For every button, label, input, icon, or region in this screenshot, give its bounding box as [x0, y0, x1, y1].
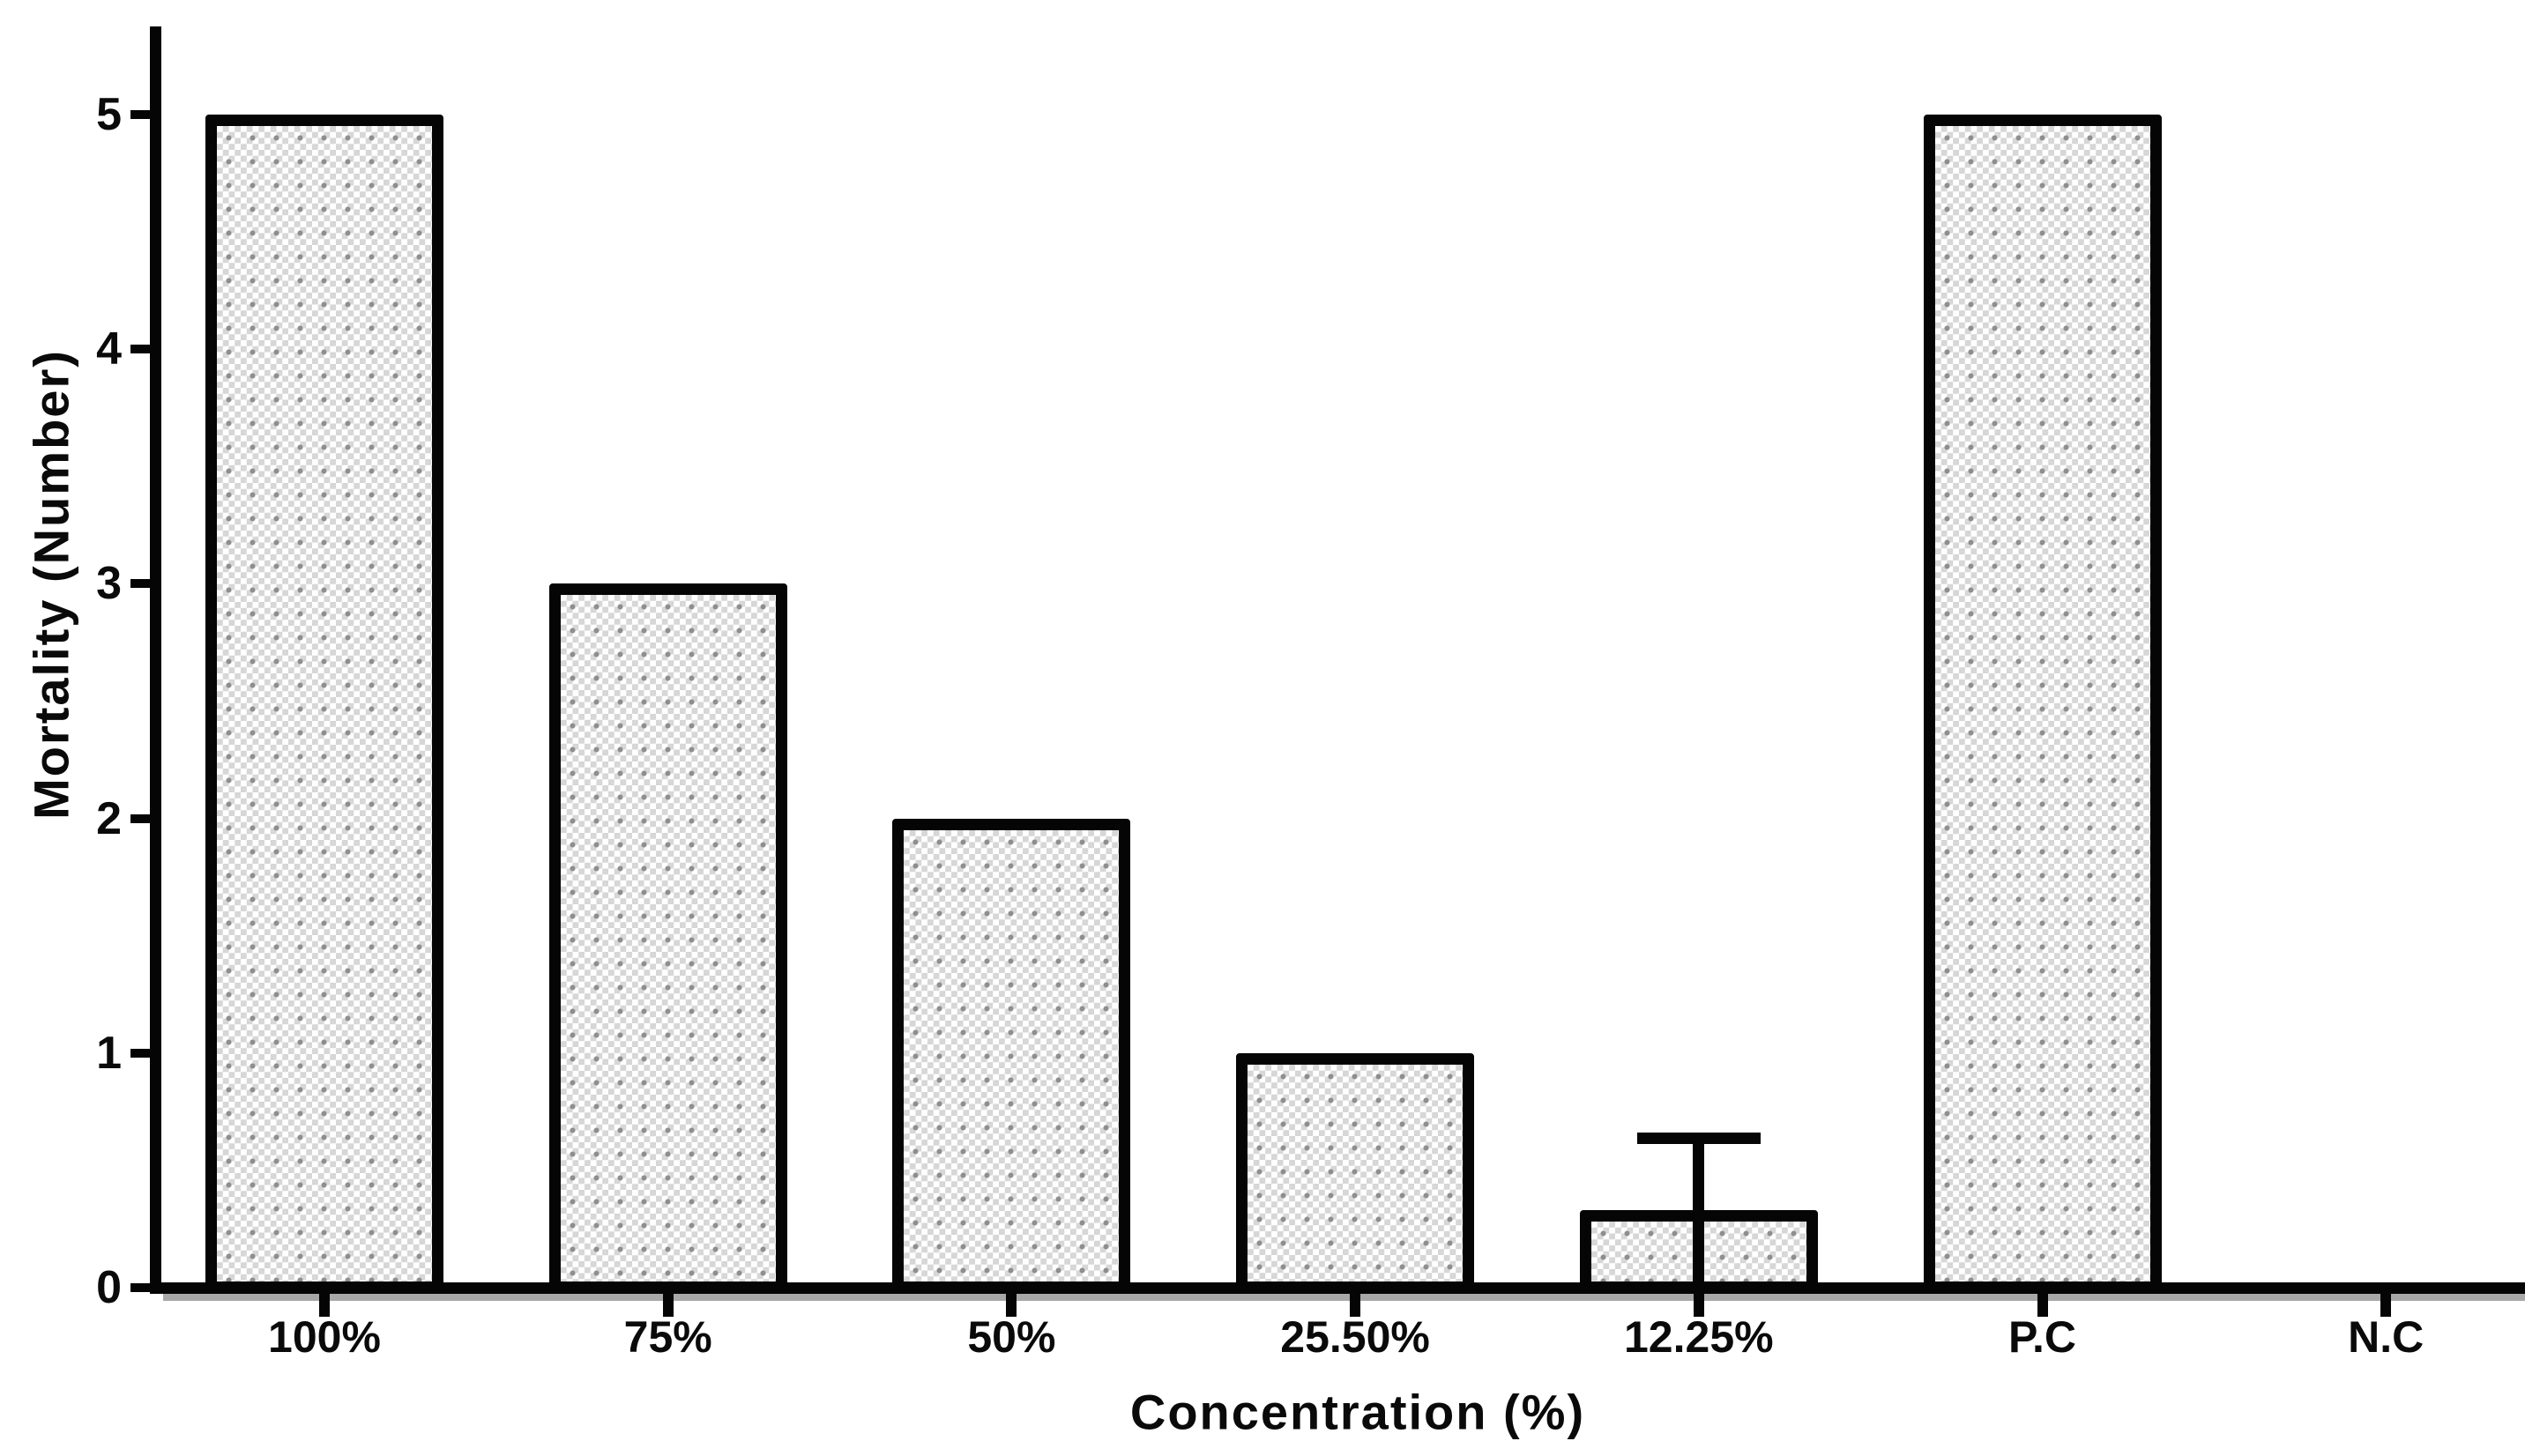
- y-tick-label: 3: [96, 558, 122, 610]
- bar: [205, 115, 443, 1293]
- y-tick-label: 5: [96, 89, 122, 140]
- bar: [548, 583, 787, 1293]
- y-axis-line: [150, 26, 161, 1294]
- bar: [892, 818, 1131, 1293]
- x-tick-label: N.C: [2348, 1312, 2424, 1362]
- y-axis-tick: [130, 813, 150, 823]
- x-axis-tick: [2380, 1294, 2392, 1317]
- bar: [1923, 115, 2162, 1293]
- error-bar-cap: [1636, 1133, 1761, 1145]
- x-axis-tick: [1350, 1294, 1361, 1317]
- y-tick-label: 1: [96, 1027, 122, 1079]
- x-axis-line: [150, 1282, 2525, 1294]
- x-axis-title: Concentration (%): [1129, 1384, 1586, 1440]
- error-bar-line: [1693, 1133, 1705, 1288]
- x-tick-label: P.C: [2008, 1312, 2076, 1362]
- x-axis-shadow: [163, 1294, 2525, 1301]
- y-axis-tick: [130, 1283, 150, 1292]
- x-axis-tick: [662, 1294, 674, 1317]
- bar: [1236, 1052, 1475, 1293]
- y-tick-label: 2: [96, 792, 122, 844]
- x-axis-tick: [1693, 1294, 1704, 1317]
- y-axis-tick: [130, 1048, 150, 1058]
- x-tick-label: 75%: [623, 1312, 712, 1362]
- x-axis-tick: [1006, 1294, 1017, 1317]
- x-tick-label: 50%: [967, 1312, 1056, 1362]
- x-axis-tick: [2037, 1294, 2048, 1317]
- x-axis-tick: [319, 1294, 330, 1317]
- y-axis-tick: [130, 345, 150, 354]
- y-tick-label: 0: [96, 1262, 122, 1313]
- y-tick-label: 4: [96, 323, 122, 375]
- x-tick-label: 25.50%: [1280, 1312, 1430, 1362]
- x-tick-label: 100%: [268, 1312, 381, 1362]
- y-axis-tick: [130, 579, 150, 589]
- y-axis-tick: [130, 110, 150, 119]
- x-tick-label: 12.25%: [1624, 1312, 1774, 1362]
